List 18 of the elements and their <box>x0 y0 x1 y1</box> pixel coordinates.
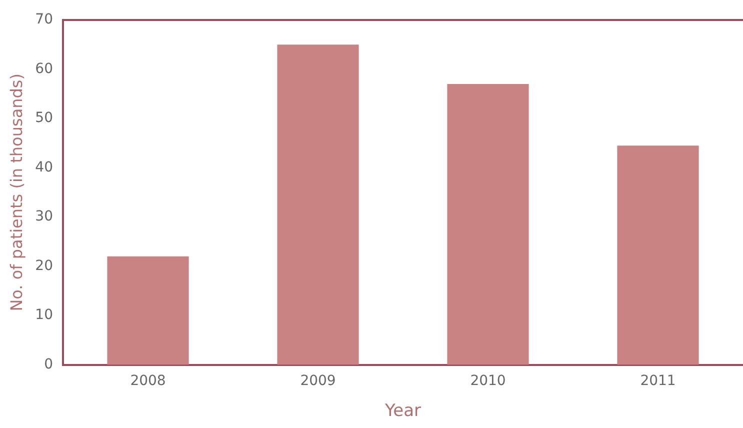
x-axis-title: Year <box>384 401 422 422</box>
y-tick-label: 20 <box>35 258 54 274</box>
x-tick-label: 2010 <box>470 372 506 389</box>
y-tick-label: 60 <box>35 60 54 77</box>
bar <box>447 84 529 365</box>
y-tick-label: 50 <box>35 110 54 126</box>
x-tick-label: 2011 <box>640 372 676 389</box>
y-tick-label: 40 <box>35 159 54 176</box>
bar <box>617 146 699 365</box>
y-tick-label: 30 <box>35 208 54 225</box>
y-tick-label: 70 <box>35 12 54 28</box>
bar <box>277 44 359 365</box>
x-tick-label: 2008 <box>130 372 166 389</box>
y-axis-title: No. of patients (in thousands) <box>6 74 26 312</box>
x-tick-label: 2009 <box>300 372 336 389</box>
y-tick-label: 10 <box>35 307 54 324</box>
y-tick-label: 0 <box>44 356 54 372</box>
bar <box>107 256 189 365</box>
